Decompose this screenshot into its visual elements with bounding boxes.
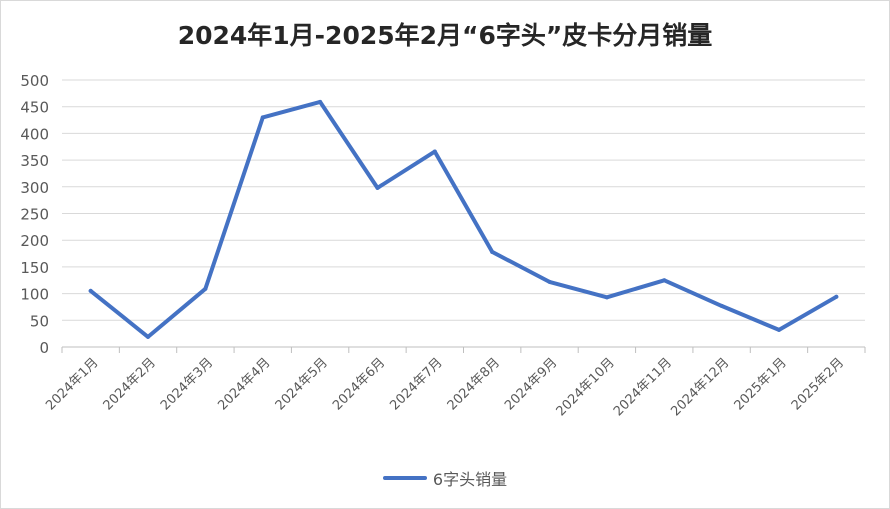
x-tick-label: 2024年3月 xyxy=(158,355,216,413)
data-point xyxy=(834,294,839,299)
x-tick-label: 2025年1月 xyxy=(732,355,790,413)
y-tick-label: 500 xyxy=(20,72,49,90)
x-tick-label: 2024年6月 xyxy=(330,355,388,413)
y-tick-label: 300 xyxy=(20,179,49,197)
x-tick-labels: 2024年1月 2024年2月 2024年3月 2024年4月 2024年5月 2024年… xyxy=(43,355,847,419)
legend: 6字头销量 xyxy=(0,466,890,490)
x-tick-label: 2024年5月 xyxy=(273,355,331,413)
y-tick-label: 0 xyxy=(39,339,49,357)
y-tick-label: 350 xyxy=(20,152,49,170)
data-point xyxy=(604,295,609,300)
grid-lines xyxy=(62,79,865,321)
data-point xyxy=(490,249,495,254)
x-tick-label: 2024年11月 xyxy=(611,355,675,419)
chart-title: 2024年1月-2025年2月“6字头”皮卡分月销量 xyxy=(177,21,713,50)
x-tick-label: 2024年8月 xyxy=(445,355,503,413)
data-point xyxy=(203,286,208,291)
y-tick-label: 100 xyxy=(20,286,49,304)
data-point xyxy=(260,115,265,120)
y-tick-label: 50 xyxy=(30,312,49,330)
data-point xyxy=(88,288,93,293)
x-axis xyxy=(61,346,866,353)
data-point xyxy=(719,303,724,308)
y-tick-label: 150 xyxy=(20,259,49,277)
x-tick-label: 2024年4月 xyxy=(215,355,273,413)
data-point xyxy=(776,327,781,332)
data-point xyxy=(662,278,667,283)
legend-label: 6字头销量 xyxy=(432,470,508,489)
series-line xyxy=(88,99,839,339)
legend-swatch xyxy=(382,476,427,480)
data-point xyxy=(547,279,552,284)
data-point xyxy=(146,334,151,339)
y-tick-label: 450 xyxy=(20,99,49,117)
x-tick-label: 2025年2月 xyxy=(789,355,847,413)
y-tick-label: 200 xyxy=(20,232,49,250)
data-point xyxy=(318,99,323,104)
y-tick-labels: 0 50 100 150 200 250 300 350 400 450 500 xyxy=(20,72,49,357)
x-tick-label: 2024年7月 xyxy=(387,355,445,413)
x-tick-label: 2024年9月 xyxy=(502,355,560,413)
y-tick-label: 250 xyxy=(20,206,49,224)
series-layer xyxy=(88,99,839,339)
x-tick-label: 2024年1月 xyxy=(43,355,101,413)
data-point xyxy=(375,185,380,190)
x-tick-label: 2024年10月 xyxy=(554,355,618,419)
y-tick-label: 400 xyxy=(20,125,49,143)
x-tick-label: 2024年12月 xyxy=(668,355,732,419)
data-point xyxy=(432,149,437,154)
x-tick-label: 2024年2月 xyxy=(101,355,159,413)
